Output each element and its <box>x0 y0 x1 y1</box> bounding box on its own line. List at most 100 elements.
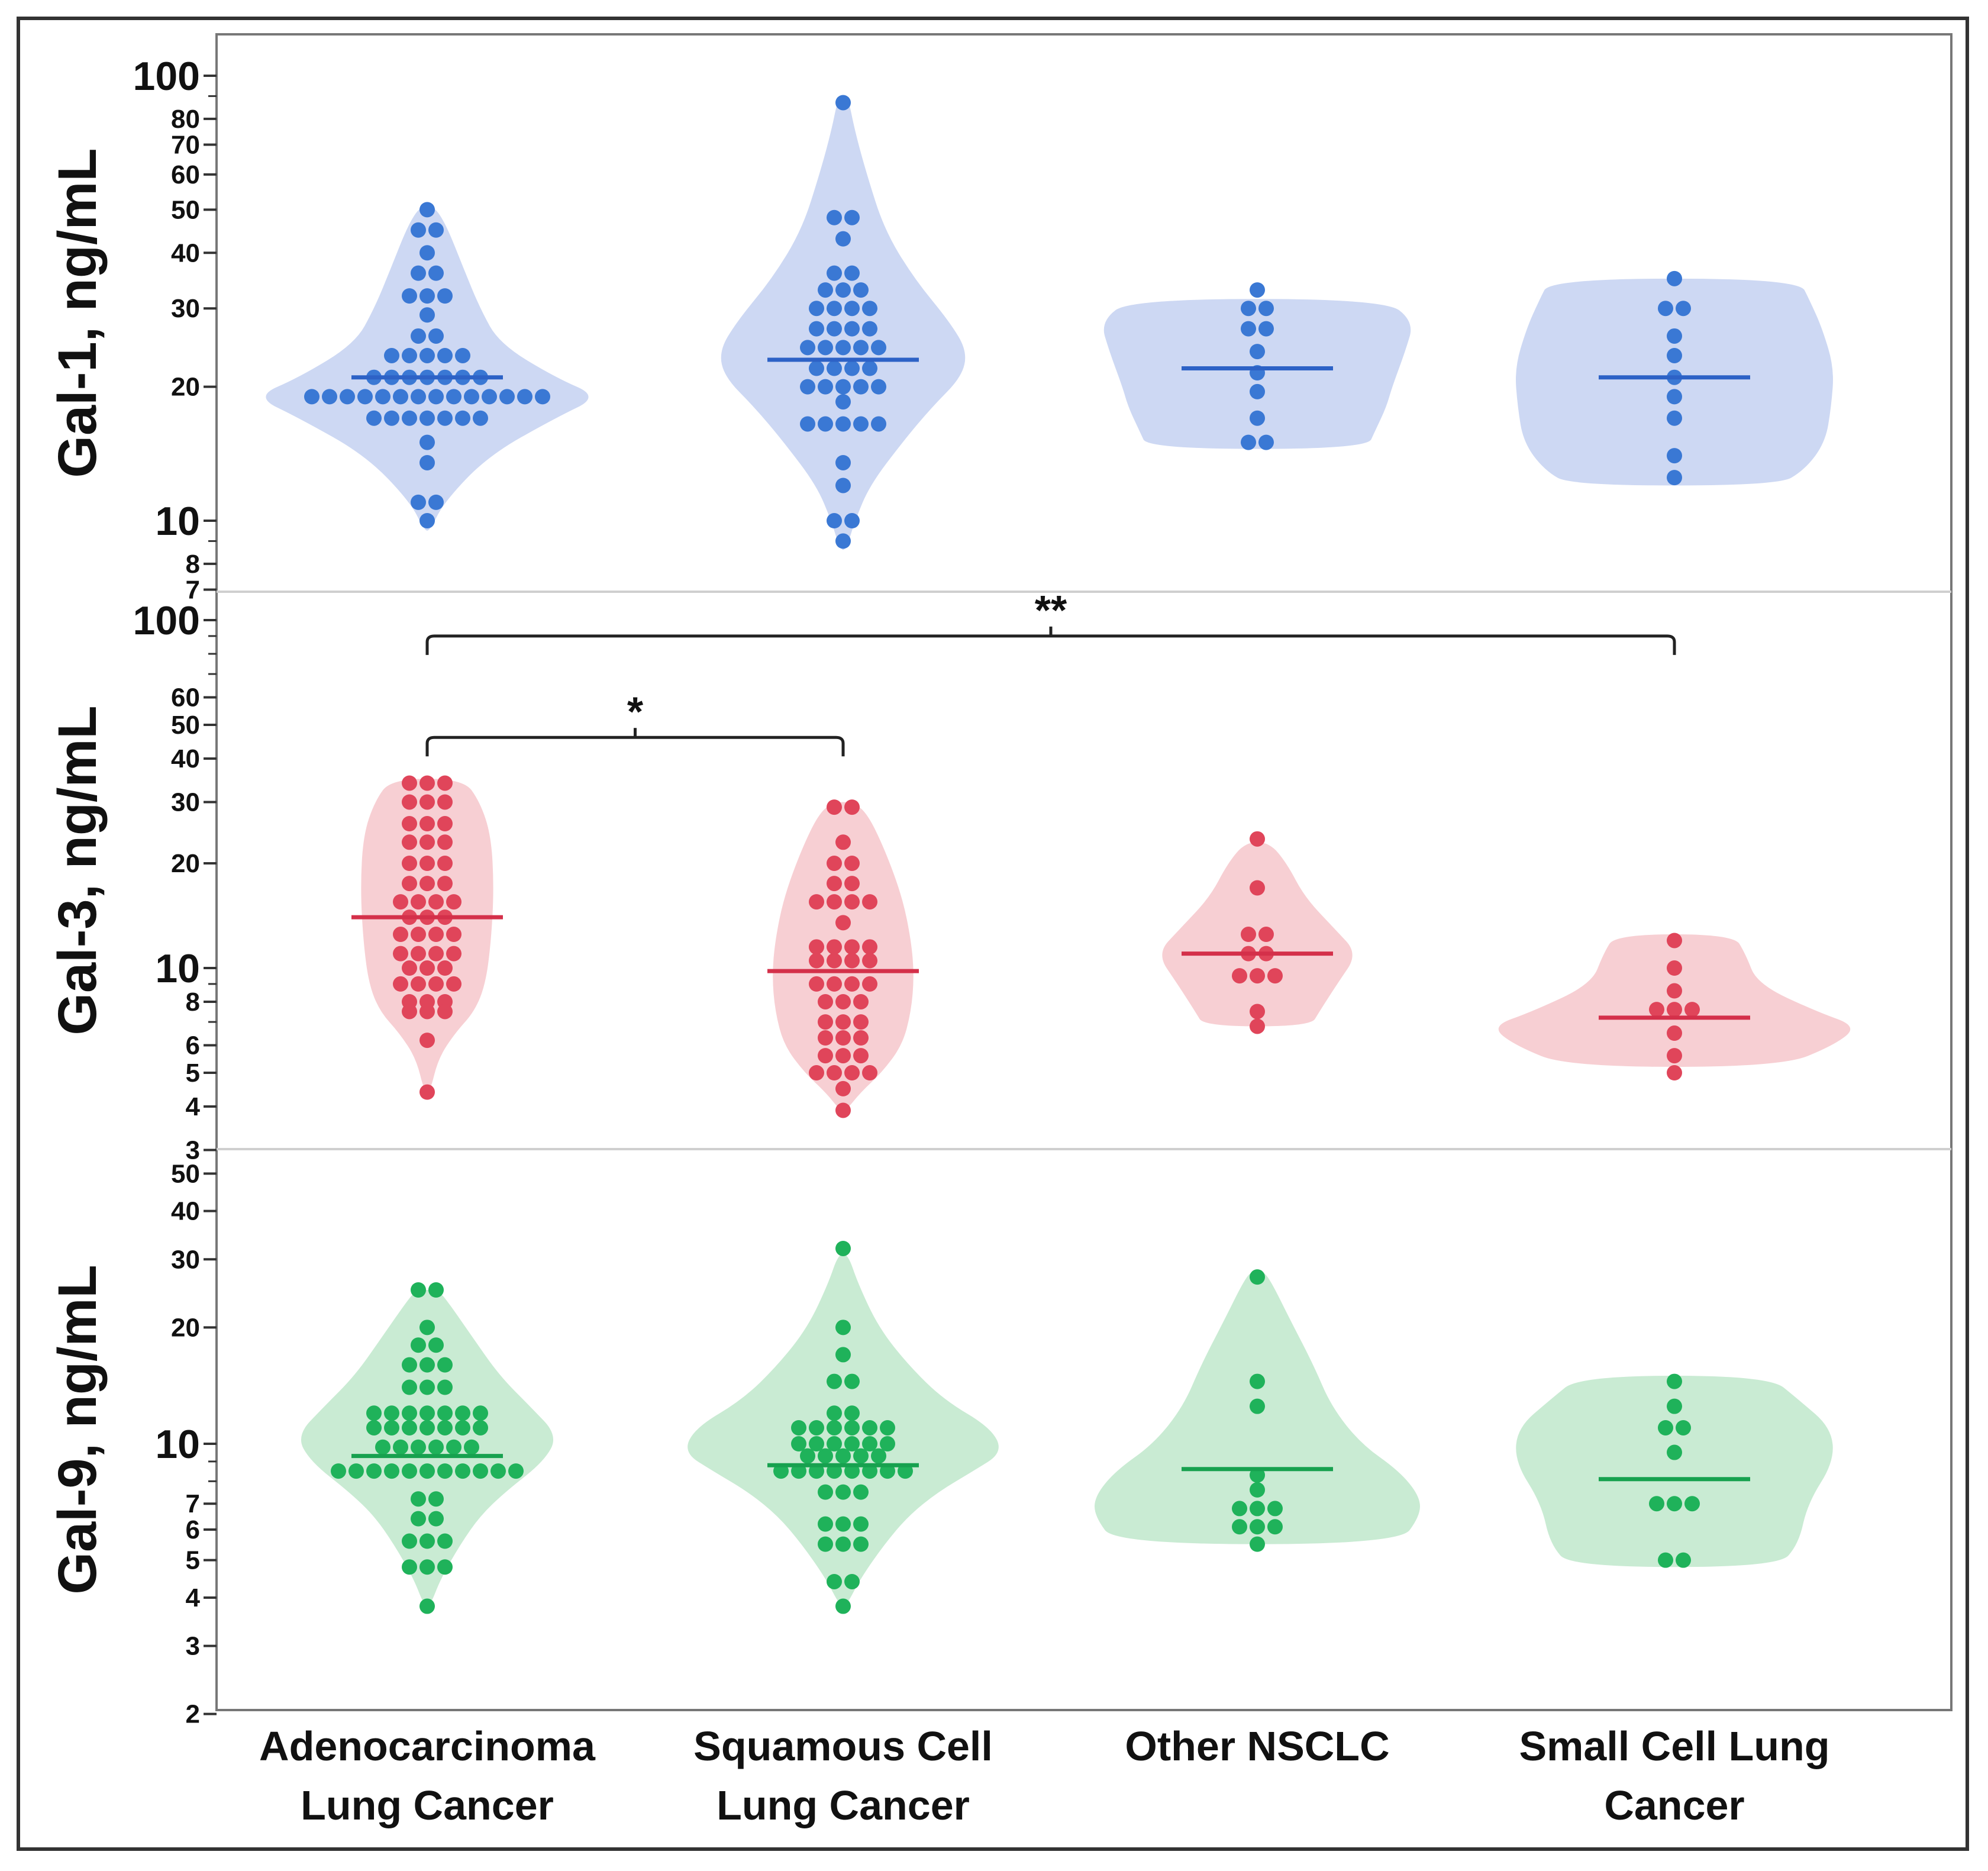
data-point <box>835 478 851 493</box>
data-point <box>844 1573 860 1589</box>
data-point <box>419 856 435 871</box>
data-point <box>1667 347 1682 363</box>
data-point <box>827 360 842 376</box>
data-point <box>419 288 435 304</box>
data-point <box>844 301 860 317</box>
y-tick-label: 50 <box>171 1159 200 1188</box>
data-point <box>384 1420 399 1435</box>
data-point <box>437 1420 453 1435</box>
group-gal3-1 <box>767 799 919 1118</box>
data-point <box>402 1420 417 1435</box>
data-point <box>1258 434 1274 450</box>
y-tick-label: 3 <box>186 1135 200 1164</box>
data-point <box>304 389 320 405</box>
data-point <box>853 1014 869 1030</box>
data-point <box>1667 1398 1682 1414</box>
data-point <box>428 494 444 510</box>
data-point <box>437 1533 453 1549</box>
data-point <box>348 1463 364 1479</box>
data-point <box>853 1484 869 1500</box>
data-point <box>1267 1519 1283 1535</box>
data-point <box>827 265 842 281</box>
violin-gal1-1 <box>721 96 966 550</box>
data-point <box>853 1516 869 1532</box>
data-point <box>402 1559 417 1575</box>
data-point <box>446 927 462 943</box>
data-point <box>827 321 842 337</box>
data-point <box>818 340 833 356</box>
y-tick-label: 30 <box>171 294 200 323</box>
data-point <box>835 1102 851 1118</box>
data-point <box>428 265 444 281</box>
data-point <box>853 1048 869 1064</box>
data-point <box>1684 1002 1700 1018</box>
data-point <box>366 1420 382 1435</box>
data-point <box>411 927 426 943</box>
data-point <box>340 389 355 405</box>
data-point <box>835 1484 851 1500</box>
data-point <box>827 894 842 910</box>
data-point <box>827 209 842 225</box>
data-point <box>437 856 453 871</box>
data-point <box>835 1030 851 1046</box>
data-point <box>419 775 435 791</box>
data-point <box>1250 1398 1265 1414</box>
data-point <box>411 976 426 992</box>
data-point <box>800 340 815 356</box>
data-point <box>835 379 851 395</box>
data-point <box>835 231 851 247</box>
data-point <box>844 1436 860 1451</box>
data-point <box>411 946 426 962</box>
data-point <box>844 1065 860 1081</box>
data-point <box>411 265 426 281</box>
data-point <box>419 410 435 426</box>
data-point <box>393 1439 408 1455</box>
category-label: Adenocarcinoma <box>259 1723 596 1769</box>
data-point <box>835 1598 851 1614</box>
y-tick-label: 8 <box>186 988 200 1017</box>
y-tick-label: 20 <box>171 1313 200 1342</box>
data-point <box>1667 470 1682 486</box>
data-point <box>862 1065 877 1081</box>
data-point <box>1250 383 1265 399</box>
data-point <box>1667 389 1682 405</box>
data-point <box>844 360 860 376</box>
data-point <box>419 454 435 470</box>
data-point <box>419 834 435 850</box>
data-point <box>853 379 869 395</box>
data-point <box>862 321 877 337</box>
data-point <box>1250 968 1265 984</box>
data-point <box>411 389 426 405</box>
data-point <box>402 1379 417 1395</box>
data-point <box>827 1420 842 1435</box>
data-point <box>357 389 373 405</box>
data-point <box>428 1439 444 1455</box>
data-point <box>402 960 417 976</box>
data-point <box>809 894 824 910</box>
y-tick-label: 60 <box>171 160 200 189</box>
data-point <box>428 1491 444 1507</box>
data-point <box>835 1347 851 1363</box>
data-point <box>800 379 815 395</box>
data-point <box>1241 927 1256 943</box>
data-point <box>827 976 842 992</box>
data-point <box>508 1463 524 1479</box>
data-point <box>464 1439 479 1455</box>
data-point <box>499 389 515 405</box>
violin-gal9-1 <box>688 1253 999 1607</box>
data-point <box>809 953 824 969</box>
data-point <box>835 834 851 850</box>
group-gal1-2 <box>1103 282 1411 450</box>
data-point <box>402 1533 417 1549</box>
y-tick-label: 40 <box>171 1197 200 1226</box>
data-point <box>1258 927 1274 943</box>
data-point <box>844 209 860 225</box>
data-point <box>393 946 408 962</box>
data-point <box>827 1436 842 1451</box>
data-point <box>437 960 453 976</box>
group-gal9-2 <box>1095 1269 1420 1552</box>
data-point <box>411 894 426 910</box>
data-point <box>437 794 453 810</box>
group-gal9-3 <box>1516 1373 1833 1568</box>
